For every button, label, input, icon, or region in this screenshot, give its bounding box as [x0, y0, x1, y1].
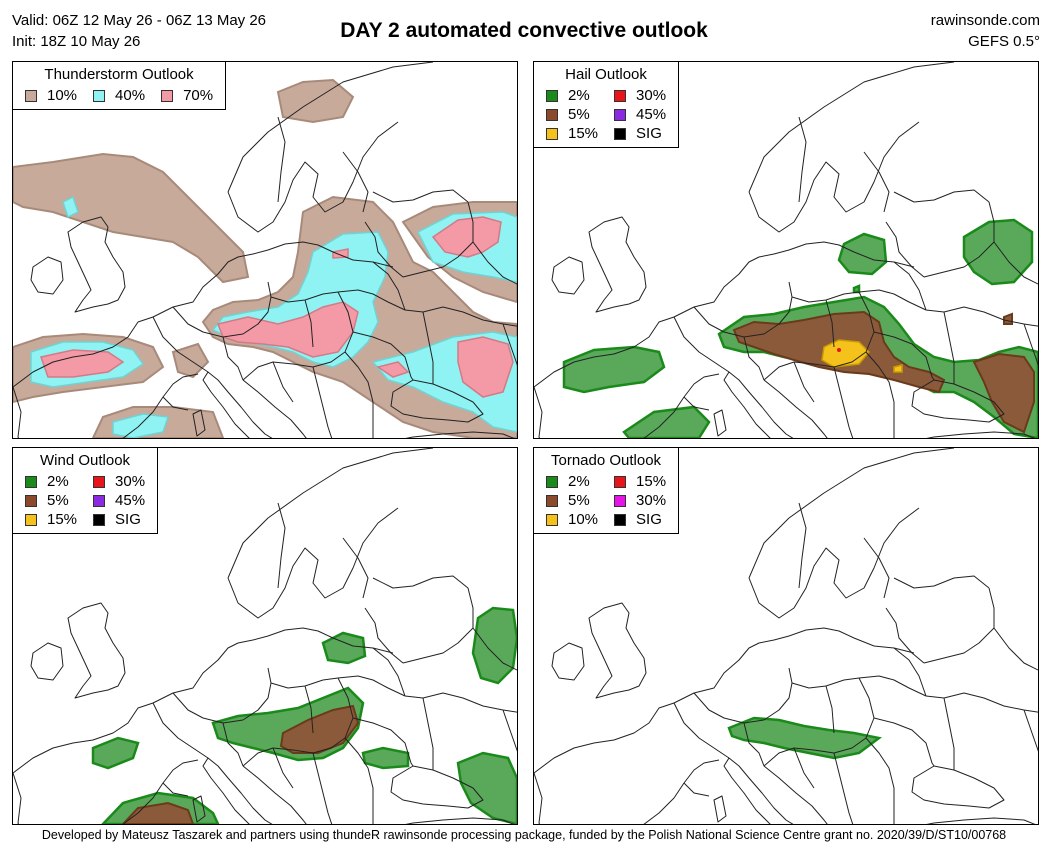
- legend-label: SIG: [636, 511, 662, 528]
- legend-swatch: [546, 128, 558, 140]
- legend-swatch: [614, 90, 627, 102]
- legend-swatch: [546, 109, 558, 121]
- legend-item: SIG: [93, 511, 145, 529]
- thunderstorm-map: [13, 62, 517, 438]
- legend-label: 15%: [636, 473, 667, 490]
- legend-label: 2%: [47, 473, 69, 490]
- legend-swatch: [25, 495, 37, 507]
- legend-label: 15%: [568, 125, 599, 142]
- legend-label: 10%: [568, 511, 599, 528]
- wind-map: [13, 448, 517, 824]
- legend-title: Thunderstorm Outlook: [44, 66, 194, 83]
- legend-label: 2%: [568, 473, 590, 490]
- legend-item: 10%: [25, 87, 77, 105]
- legend-swatch: [93, 514, 106, 526]
- legend-item: 5%: [546, 492, 598, 510]
- legend-item: 5%: [25, 492, 77, 510]
- legend-swatch: [93, 495, 106, 507]
- tornado-panel: Tornado Outlook 2% 15% 5% 30% 10% SIG: [533, 447, 1039, 825]
- legend-item: 2%: [546, 473, 598, 491]
- legend-label: 30%: [636, 492, 667, 509]
- legend-label: 45%: [636, 106, 667, 123]
- hail-map: [534, 62, 1038, 438]
- hail-legend: Hail Outlook 2% 30% 5% 45% 15% SIG: [534, 62, 680, 148]
- valid-time: Valid: 06Z 12 May 26 - 06Z 13 May 26: [12, 12, 267, 29]
- wind-legend: Wind Outlook 2% 30% 5% 45% 15% SIG: [13, 448, 159, 534]
- wind-panel: Wind Outlook 2% 30% 5% 45% 15% SIG: [12, 447, 518, 825]
- model-name: GEFS 0.5°: [968, 33, 1040, 50]
- legend-item: 45%: [93, 492, 145, 510]
- page-title: DAY 2 automated convective outlook: [340, 19, 708, 42]
- hail-panel: Hail Outlook 2% 30% 5% 45% 15% SIG: [533, 61, 1039, 439]
- legend-item: SIG: [614, 511, 666, 529]
- legend-label: SIG: [115, 511, 141, 528]
- legend-label: 15%: [47, 511, 78, 528]
- legend-title: Hail Outlook: [565, 66, 647, 83]
- legend-label: 5%: [568, 106, 590, 123]
- legend-item: 10%: [546, 511, 598, 529]
- legend-items: 2% 30% 5% 45% 15% SIG: [546, 87, 666, 143]
- footer-credits: Developed by Mateusz Taszarek and partne…: [41, 828, 1007, 842]
- thunderstorm-legend: Thunderstorm Outlook 10% 40% 70%: [13, 62, 227, 110]
- legend-label: 5%: [568, 492, 590, 509]
- legend-item: 30%: [614, 492, 666, 510]
- legend-swatch: [546, 476, 558, 488]
- legend-items: 2% 30% 5% 45% 15% SIG: [25, 473, 145, 529]
- legend-label: 5%: [47, 492, 69, 509]
- legend-label: SIG: [636, 125, 662, 142]
- legend-swatch: [614, 495, 627, 507]
- legend-swatch: [546, 514, 558, 526]
- legend-swatch: [93, 90, 106, 102]
- legend-label: 45%: [115, 492, 146, 509]
- legend-items: 2% 15% 5% 30% 10% SIG: [546, 473, 666, 529]
- legend-item: 45%: [614, 106, 666, 124]
- tornado-map: [534, 448, 1038, 824]
- thunderstorm-panel: Thunderstorm Outlook 10% 40% 70%: [12, 61, 518, 439]
- legend-swatch: [93, 476, 106, 488]
- legend-item: 30%: [93, 473, 145, 491]
- legend-swatch: [25, 476, 37, 488]
- legend-label: 40%: [115, 87, 146, 104]
- legend-item: 5%: [546, 106, 598, 124]
- site-name: rawinsonde.com: [930, 12, 1040, 29]
- tornado-legend: Tornado Outlook 2% 15% 5% 30% 10% SIG: [534, 448, 680, 534]
- legend-swatch: [546, 495, 558, 507]
- legend-label: 30%: [115, 473, 146, 490]
- legend-swatch: [161, 90, 174, 102]
- legend-item: 2%: [25, 473, 77, 491]
- legend-item: SIG: [614, 125, 666, 143]
- legend-swatch: [25, 90, 37, 102]
- init-time: Init: 18Z 10 May 26: [12, 33, 141, 50]
- legend-label: 10%: [47, 87, 78, 104]
- legend-label: 30%: [636, 87, 667, 104]
- legend-swatch: [614, 109, 627, 121]
- legend-item: 70%: [161, 87, 213, 105]
- legend-swatch: [614, 476, 627, 488]
- legend-item: 15%: [614, 473, 666, 491]
- legend-swatch: [25, 514, 37, 526]
- legend-swatch: [614, 514, 627, 526]
- legend-item: 30%: [614, 87, 666, 105]
- legend-swatch: [546, 90, 558, 102]
- legend-item: 15%: [25, 511, 77, 529]
- legend-item: 15%: [546, 125, 598, 143]
- legend-title: Tornado Outlook: [550, 452, 662, 469]
- legend-items: 10% 40% 70%: [25, 87, 213, 105]
- legend-item: 2%: [546, 87, 598, 105]
- legend-swatch: [614, 128, 627, 140]
- legend-title: Wind Outlook: [40, 452, 131, 469]
- legend-label: 70%: [183, 87, 214, 104]
- legend-item: 40%: [93, 87, 145, 105]
- legend-label: 2%: [568, 87, 590, 104]
